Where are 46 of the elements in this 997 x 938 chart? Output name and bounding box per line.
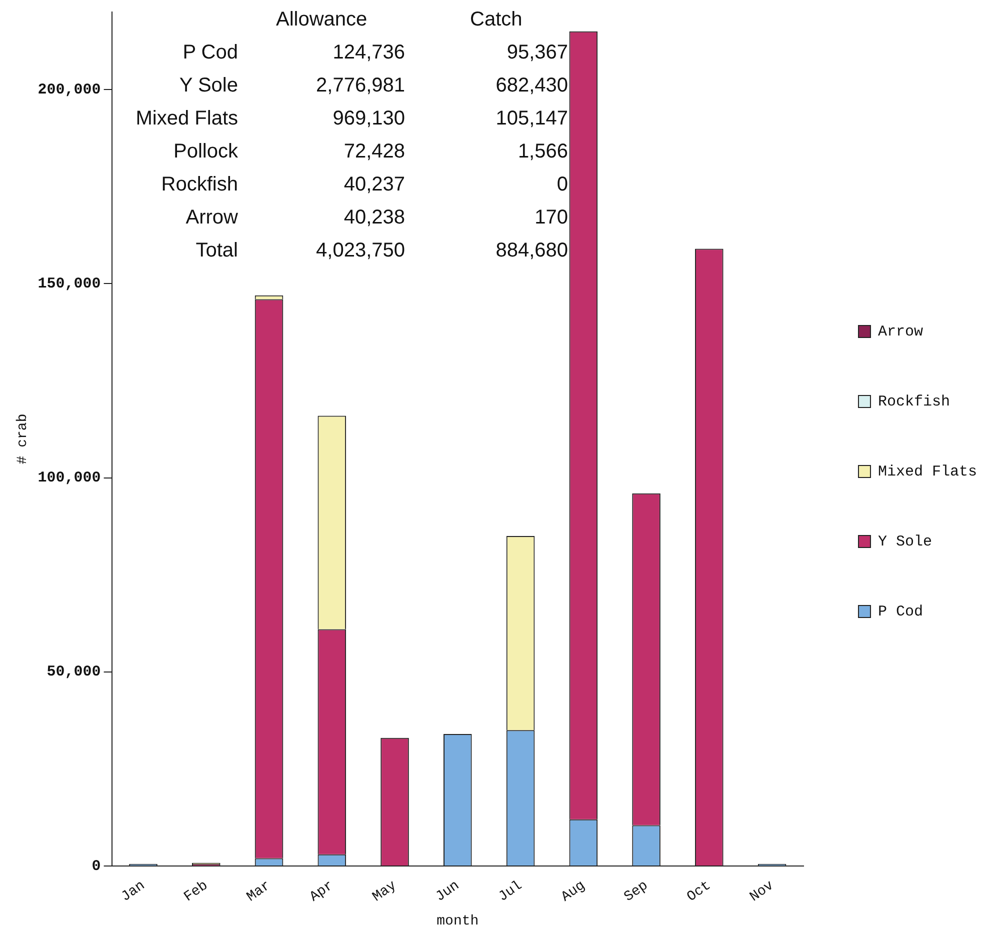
y-tick-label: 0: [92, 858, 101, 875]
annotation: 72,428: [344, 140, 405, 163]
x-tick-label: Nov: [747, 878, 778, 906]
annotation: 4,023,750: [316, 240, 405, 262]
annotation: Allowance: [276, 8, 368, 31]
annotation: 40,238: [344, 206, 405, 229]
y-tick-label: 100,000: [38, 470, 101, 487]
x-tick-label: Mar: [244, 878, 274, 906]
x-axis-title: month: [436, 913, 479, 930]
annotation: Rockfish: [161, 174, 238, 196]
annotation: P Cod: [182, 42, 238, 64]
annotation: 105,147: [496, 108, 568, 130]
annotation: 884,680: [496, 240, 568, 262]
annotation: 1,566: [518, 140, 568, 163]
x-tick-label: Feb: [181, 878, 212, 906]
x-tick-label: Sep: [621, 878, 652, 906]
annotation: 95,367: [506, 42, 568, 64]
legend-label: P Cod: [878, 603, 923, 620]
y-tick-label: 50,000: [46, 664, 101, 681]
annotation: Arrow: [186, 206, 239, 229]
annotation: 124,736: [332, 42, 405, 64]
legend-label: Arrow: [878, 323, 923, 340]
annotation: 682,430: [496, 74, 568, 97]
y-axis-title: # crab: [15, 414, 32, 464]
x-tick-label: Oct: [684, 878, 714, 906]
annotation: 0: [556, 174, 568, 196]
annotation: Pollock: [174, 140, 239, 163]
x-tick-label: Apr: [307, 878, 337, 906]
x-tick-label: Jun: [432, 878, 463, 906]
annotation: 40,237: [344, 174, 405, 196]
annotation: 2,776,981: [316, 74, 405, 97]
annotation: Y Sole: [179, 74, 238, 97]
x-tick-label: Jan: [118, 878, 148, 906]
annotation: 969,130: [332, 108, 405, 130]
annotation: 170: [534, 206, 568, 229]
annotation: Catch: [470, 8, 522, 31]
x-tick-label: Jul: [496, 878, 526, 906]
y-tick-label: 200,000: [38, 81, 101, 98]
annotation: Total: [196, 240, 238, 262]
x-tick-label: May: [370, 878, 400, 906]
annotation: Mixed Flats: [136, 108, 238, 130]
legend-label: Y Sole: [878, 533, 932, 550]
x-tick-label: Aug: [558, 878, 588, 906]
y-tick-label: 150,000: [38, 276, 101, 293]
legend-label: Mixed Flats: [878, 463, 978, 480]
legend-label: Rockfish: [878, 393, 950, 410]
